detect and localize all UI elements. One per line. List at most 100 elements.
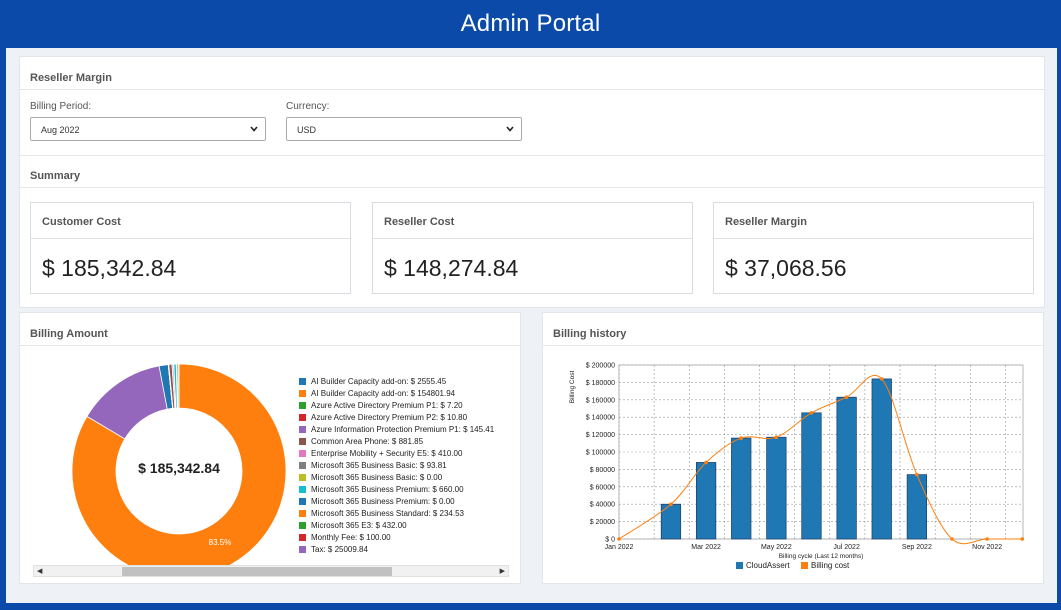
- customer-cost-card: Customer Cost $ 185,342.84: [30, 202, 351, 294]
- billing-amount-legend: AI Builder Capacity add-on: $ 2555.45 AI …: [299, 375, 504, 555]
- legend-item[interactable]: Microsoft 365 Business Premium: $ 660.00: [299, 483, 504, 495]
- billing-history-chart: $ 0 $ 20000 $ 40000 $ 60000 $ 80000 $ 100000 $…: [569, 363, 1025, 570]
- legend-item[interactable]: Azure Active Directory Premium P2: $ 10.…: [299, 411, 504, 423]
- chevron-down-icon: [250, 126, 258, 132]
- bar: [695, 462, 717, 540]
- legend-item[interactable]: Tax: $ 25009.84: [299, 543, 504, 555]
- currency-label: Currency:: [286, 101, 330, 112]
- x-tick-label: Jul 2022: [833, 544, 860, 551]
- customer-cost-label: Customer Cost: [31, 203, 350, 239]
- dashboard-content: Reseller Margin Billing Period: Aug 2022…: [6, 48, 1057, 603]
- line-point: [704, 460, 708, 465]
- customer-cost-value: $ 185,342.84: [42, 255, 177, 281]
- legend-label: AI Builder Capacity add-on: $ 2555.45: [311, 376, 447, 386]
- reseller-margin-stat-card: Reseller Margin $ 37,068.56: [713, 202, 1034, 294]
- legend-label: Microsoft 365 Business Basic: $ 0.00: [311, 472, 443, 482]
- billing-amount-donut-chart: $ 185,342.84 13.5% 83.5%: [71, 363, 287, 565]
- line-point: [879, 377, 884, 381]
- billing-period-select[interactable]: Aug 2022: [30, 117, 266, 141]
- y-tick-label: $ 200000: [586, 363, 615, 370]
- donut-slice-label: 13.5%: [120, 446, 143, 455]
- billing-history-title: Billing history: [553, 328, 627, 340]
- bar: [836, 396, 857, 540]
- billing-history-header: Billing history: [543, 313, 1043, 346]
- y-tick-label: $ 180000: [586, 380, 615, 387]
- billing-period-value: Aug 2022: [41, 125, 80, 135]
- reseller-cost-label: Reseller Cost: [373, 203, 692, 239]
- y-tick-label: $ 60000: [590, 484, 615, 491]
- legend-label: Microsoft 365 Business Premium: $ 0.00: [311, 496, 455, 506]
- legend-label: Microsoft 365 Business Premium: $ 660.00: [311, 484, 464, 494]
- legend-swatch: [299, 449, 306, 457]
- y-tick-label: $ 140000: [586, 415, 615, 422]
- reseller-margin-stat-value: $ 37,068.56: [725, 255, 847, 281]
- billing-period-label: Billing Period:: [30, 101, 92, 112]
- summary-title: Summary: [30, 170, 81, 182]
- legend-item[interactable]: Microsoft 365 E3: $ 432.00: [299, 519, 504, 531]
- currency-select[interactable]: USD: [286, 117, 522, 141]
- chevron-down-icon: [506, 126, 514, 132]
- donut-slice-label: 83.5%: [209, 538, 232, 547]
- reseller-margin-stat-label: Reseller Margin: [714, 203, 1033, 239]
- legend-label: Microsoft 365 E3: $ 432.00: [311, 520, 407, 530]
- x-tick-label: Nov 2022: [972, 544, 1002, 551]
- legend-label: Enterprise Mobility + Security E5: $ 410…: [311, 448, 463, 458]
- horizontal-scrollbar[interactable]: ◀ ▶: [33, 565, 509, 577]
- legend-swatch: [299, 461, 306, 469]
- legend-label: Microsoft 365 Business Standard: $ 234.5…: [311, 508, 464, 518]
- bar: [766, 436, 787, 540]
- line-point: [950, 537, 954, 541]
- legend-item[interactable]: Azure Information Protection Premium P1:…: [299, 423, 504, 435]
- legend-item[interactable]: Azure Active Directory Premium P1: $ 7.2…: [299, 399, 504, 411]
- app-header: Admin Portal: [0, 0, 1061, 48]
- line-point: [844, 395, 849, 399]
- legend-item[interactable]: Microsoft 365 Business Basic: $ 0.00: [299, 471, 504, 483]
- reseller-margin-title: Reseller Margin: [30, 72, 112, 84]
- y-tick-label: $ 40000: [590, 502, 615, 509]
- reseller-margin-header: Reseller Margin: [20, 57, 1044, 90]
- legend-swatch: [299, 413, 306, 421]
- legend-item[interactable]: Enterprise Mobility + Security E5: $ 410…: [299, 447, 504, 459]
- scroll-left-icon[interactable]: ◀: [37, 568, 43, 575]
- line-point: [669, 502, 673, 506]
- donut-slice: [71, 363, 287, 565]
- currency-value: USD: [297, 125, 317, 135]
- legend-label: Tax: $ 25009.84: [311, 544, 368, 554]
- legend-swatch: [736, 562, 743, 569]
- legend-item[interactable]: Microsoft 365 Business Basic: $ 93.81: [299, 459, 504, 471]
- legend-swatch: [299, 521, 306, 529]
- summary-header: Summary: [20, 155, 1044, 188]
- legend-item[interactable]: AI Builder Capacity add-on: $ 2555.45: [299, 375, 504, 387]
- billing-amount-card: Billing Amount $ 185,342.84 13.5% 83.5% …: [19, 312, 521, 584]
- legend-label: AI Builder Capacity add-on: $ 154801.94: [311, 388, 456, 398]
- legend-item[interactable]: Common Area Phone: $ 881.85: [299, 435, 504, 447]
- legend-swatch: [299, 473, 306, 481]
- app-title: Admin Portal: [460, 10, 601, 37]
- line-point: [739, 436, 744, 440]
- donut-center-total: $ 185,342.84: [138, 460, 220, 476]
- legend-label: Azure Active Directory Premium P2: $ 10.…: [311, 412, 468, 422]
- donut-slices: [71, 363, 287, 565]
- legend-label: Microsoft 365 Business Basic: $ 93.81: [311, 460, 447, 470]
- legend-item[interactable]: AI Builder Capacity add-on: $ 154801.94: [299, 387, 504, 399]
- legend-label: Azure Active Directory Premium P1: $ 7.2…: [311, 400, 463, 410]
- line-point: [809, 411, 814, 415]
- legend-item[interactable]: Microsoft 365 Business Standard: $ 234.5…: [299, 507, 504, 519]
- legend-label: Billing cost: [811, 561, 850, 570]
- y-tick-label: $ 160000: [586, 397, 615, 404]
- line-point: [774, 435, 779, 440]
- legend-swatch: [299, 377, 306, 385]
- billing-amount-header: Billing Amount: [20, 313, 520, 346]
- legend-swatch: [299, 533, 306, 541]
- legend-swatch: [299, 509, 306, 517]
- bar: [906, 474, 927, 540]
- legend-label: Common Area Phone: $ 881.85: [311, 436, 424, 446]
- billing-history-card: Billing history $ 0 $ 20000 $ 40000 $ 60000…: [542, 312, 1044, 584]
- legend-item[interactable]: Microsoft 365 Business Premium: $ 0.00: [299, 495, 504, 507]
- legend-swatch: [299, 497, 306, 505]
- legend-item[interactable]: Monthly Fee: $ 100.00: [299, 531, 504, 543]
- scrollbar-thumb[interactable]: [122, 567, 392, 576]
- line-point: [1020, 537, 1025, 541]
- y-axis-label: Billing Cost: [569, 371, 576, 404]
- scroll-right-icon[interactable]: ▶: [499, 568, 505, 575]
